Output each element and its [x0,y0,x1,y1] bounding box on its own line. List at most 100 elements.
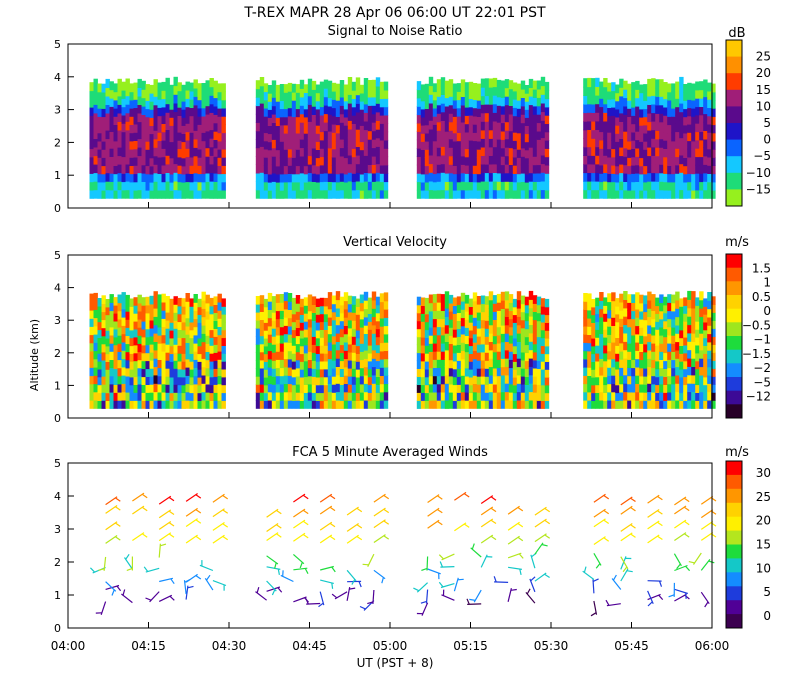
heatmap-cell [173,336,178,345]
heatmap-cell [595,120,600,130]
heatmap-cell [460,317,466,327]
heatmap-cell [165,77,170,87]
heatmap-cell [213,131,218,140]
heatmap-cell [663,336,668,346]
heatmap-cell [508,181,514,191]
heatmap-cell [659,335,664,344]
heatmap-cell [512,181,518,191]
heatmap-cell [440,391,446,401]
heatmap-cell [524,312,530,322]
heatmap-cell [125,327,130,336]
heatmap-cell [193,113,198,123]
heatmap-cell [197,337,202,347]
heatmap-cell [659,79,664,89]
heatmap-cell [651,95,656,105]
heatmap-cell [464,327,470,336]
heatmap-cell [157,343,162,352]
heatmap-cell [464,383,470,393]
heatmap-cell [129,337,134,347]
heatmap-cell [343,190,349,199]
heatmap-cell [161,375,166,385]
heatmap-cell [643,319,648,329]
heatmap-cell [97,337,102,346]
heatmap-cell [113,313,118,322]
heatmap-cell [213,80,218,90]
heatmap-cell [687,140,692,150]
heatmap-cell [595,103,600,113]
heatmap-cell [351,115,357,124]
heatmap-cell [532,131,538,140]
heatmap-cell [153,79,158,89]
heatmap-cell [121,325,126,335]
heatmap-cell [472,317,478,327]
heatmap-cell [217,140,222,150]
heatmap-cell [295,149,301,158]
heatmap-cell [275,383,281,393]
heatmap-cell [635,366,640,376]
heatmap-cell [476,344,482,353]
heatmap-cell [619,326,624,336]
heatmap-cell [319,123,325,133]
heatmap-cell [667,91,672,101]
heatmap-cell [113,132,118,142]
heatmap-cell [528,383,534,393]
heatmap-cell [109,318,114,328]
heatmap-cell [464,375,470,385]
heatmap-cell [323,181,329,191]
heatmap-cell [323,353,329,362]
wind-barb [507,535,520,545]
heatmap-cell [603,189,608,199]
heatmap-cell [452,305,458,314]
wind-barb-flag [463,493,470,498]
heatmap-cell [93,155,98,165]
heatmap-cell [587,383,592,393]
heatmap-cell [635,292,640,302]
heatmap-cell [416,368,422,377]
heatmap-cell [363,163,369,173]
heatmap-cell [667,173,672,183]
heatmap-cell [424,384,430,394]
heatmap-cell [375,172,381,182]
x-tick-label: 05:45 [614,639,649,653]
heatmap-cell [125,181,130,191]
heatmap-cell [383,350,389,360]
wind-barb-flag [356,524,363,529]
heatmap-cell [383,366,389,376]
heatmap-cell [169,190,174,199]
heatmap-cell [464,165,470,174]
heatmap-cell [105,345,110,355]
heatmap-cell [101,141,106,150]
heatmap-cell [331,303,337,313]
heatmap-cell [424,190,430,199]
heatmap-cell [315,181,321,191]
heatmap-cell [323,189,329,199]
heatmap-cell [440,367,446,377]
heatmap-cell [197,107,202,117]
heatmap-cell [508,122,514,132]
heatmap-cell [287,400,293,409]
heatmap-cell [504,374,510,384]
wind-barb-flag [116,585,122,592]
heatmap-cell [663,156,668,166]
heatmap-cell [691,316,696,326]
heatmap-cell [93,292,98,302]
heatmap-cell [595,313,600,322]
heatmap-cell [500,122,506,132]
heatmap-cell [627,100,632,109]
heatmap-cell [307,392,313,401]
heatmap-cell [113,108,118,117]
heatmap-cell [472,350,478,360]
heatmap-cell [145,368,150,377]
heatmap-cell [263,83,269,93]
heatmap-cell [504,291,510,301]
heatmap-cell [169,149,174,159]
heatmap-cell [460,334,466,343]
heatmap-cell [217,83,222,93]
heatmap-cell [185,317,190,327]
wind-barb [508,566,522,570]
heatmap-cell [307,181,313,191]
heatmap-cell [327,308,333,318]
heatmap-cell [149,149,154,159]
heatmap-cell [603,305,608,314]
heatmap-cell [635,189,640,199]
